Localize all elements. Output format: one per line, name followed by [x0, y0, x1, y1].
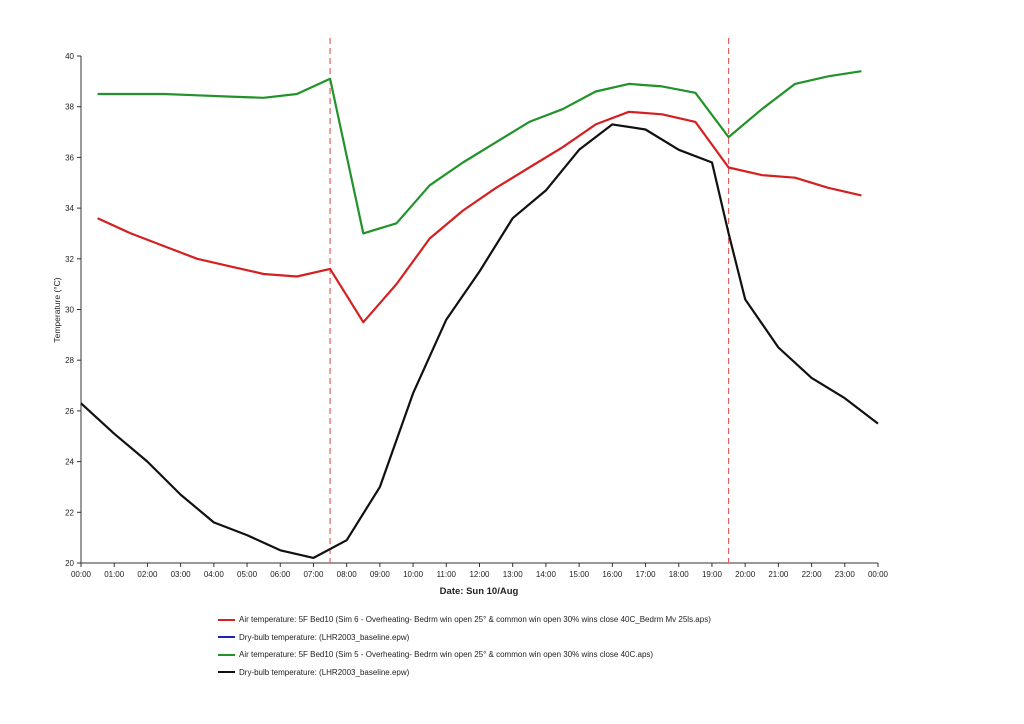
y-tick-label: 24	[65, 458, 74, 467]
x-tick-label: 10:00	[403, 570, 424, 579]
legend-label: Air temperature: 5F Bed10 (Sim 5 - Overh…	[239, 650, 654, 660]
legend-label: Dry-bulb temperature: (LHR2003_baseline.…	[239, 667, 410, 677]
series-lines	[80, 70, 879, 560]
y-tick-label: 40	[65, 52, 74, 61]
y-axis-title: Temperature (°C)	[52, 277, 62, 342]
chart-axes	[77, 55, 879, 567]
legend-item: Air temperature: 5F Bed10 (Sim 5 - Overh…	[218, 646, 938, 664]
x-tick-label: 22:00	[802, 570, 823, 579]
series-line-1	[97, 110, 862, 324]
y-tick-label: 32	[65, 255, 74, 264]
x-tick-label: 12:00	[469, 570, 490, 579]
x-tick-label: 16:00	[602, 570, 623, 579]
y-tick-label: 38	[65, 103, 74, 112]
vertical-markers	[329, 38, 730, 563]
x-tick-label: 14:00	[536, 570, 557, 579]
x-tick-label: 05:00	[237, 570, 258, 579]
x-tick-label: 21:00	[768, 570, 789, 579]
x-tick-label: 19:00	[702, 570, 723, 579]
chart-legend: Air temperature: 5F Bed10 (Sim 6 - Overh…	[218, 611, 938, 681]
x-tick-label: 06:00	[270, 570, 291, 579]
x-tick-label: 02:00	[137, 570, 158, 579]
series-line-4	[80, 123, 879, 560]
x-tick-label: 00:00	[71, 570, 92, 579]
legend-item: Dry-bulb temperature: (LHR2003_baseline.…	[218, 629, 938, 647]
x-tick-label: 07:00	[303, 570, 324, 579]
y-tick-label: 34	[65, 204, 74, 213]
legend-swatch	[218, 671, 235, 674]
legend-swatch	[218, 618, 235, 621]
y-tick-label: 28	[65, 356, 74, 365]
x-tick-label: 13:00	[503, 570, 524, 579]
legend-label: Air temperature: 5F Bed10 (Sim 6 - Overh…	[239, 615, 711, 625]
legend-swatch	[218, 636, 235, 639]
legend-item: Dry-bulb temperature: (LHR2003_baseline.…	[218, 664, 938, 682]
y-tick-label: 20	[65, 559, 74, 568]
legend-label: Dry-bulb temperature: (LHR2003_baseline.…	[239, 632, 410, 642]
x-tick-label: 01:00	[104, 570, 125, 579]
x-tick-label: 09:00	[370, 570, 391, 579]
x-tick-label: 08:00	[337, 570, 358, 579]
x-tick-label: 00:00	[868, 570, 889, 579]
x-tick-label: 15:00	[569, 570, 590, 579]
x-tick-label: 23:00	[835, 570, 856, 579]
x-tick-label: 18:00	[669, 570, 690, 579]
x-tick-label: 04:00	[204, 570, 225, 579]
tick-labels: 20 22 24 26 28 30 32 34 36 38 40 00:00 01:00 02:00 03:…	[65, 52, 888, 579]
y-tick-label: 26	[65, 407, 74, 416]
x-tick-label: 03:00	[171, 570, 192, 579]
series-line-3	[97, 70, 862, 235]
legend-item: Air temperature: 5F Bed10 (Sim 6 - Overh…	[218, 611, 938, 629]
y-tick-label: 22	[65, 508, 74, 517]
legend-swatch	[218, 653, 235, 656]
y-tick-label: 30	[65, 306, 74, 315]
x-tick-label: 11:00	[437, 570, 457, 579]
y-tick-label: 36	[65, 153, 74, 162]
x-tick-label: 20:00	[735, 570, 756, 579]
x-axis-title: Date: Sun 10/Aug	[440, 586, 519, 597]
x-tick-label: 17:00	[636, 570, 657, 579]
